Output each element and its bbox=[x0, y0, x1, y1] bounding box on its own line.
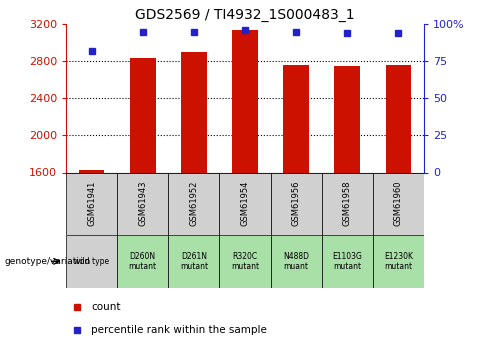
Text: genotype/variation: genotype/variation bbox=[5, 257, 91, 266]
Bar bbox=[169, 172, 220, 235]
Bar bbox=[169, 235, 220, 288]
Bar bbox=[220, 235, 270, 288]
Bar bbox=[66, 235, 117, 288]
Text: D261N
mutant: D261N mutant bbox=[180, 252, 208, 271]
Text: GSM61956: GSM61956 bbox=[292, 181, 300, 226]
Text: GSM61952: GSM61952 bbox=[190, 181, 198, 226]
Text: D260N
mutant: D260N mutant bbox=[129, 252, 157, 271]
Text: E1230K
mutant: E1230K mutant bbox=[384, 252, 413, 271]
Bar bbox=[283, 65, 309, 172]
Text: GSM61943: GSM61943 bbox=[138, 181, 147, 226]
Bar bbox=[373, 235, 424, 288]
Text: GSM61954: GSM61954 bbox=[241, 181, 249, 226]
Text: GSM61958: GSM61958 bbox=[343, 181, 352, 226]
Text: count: count bbox=[91, 302, 121, 312]
Bar bbox=[334, 66, 360, 172]
Text: percentile rank within the sample: percentile rank within the sample bbox=[91, 325, 267, 335]
Bar bbox=[117, 235, 169, 288]
Bar bbox=[232, 30, 258, 172]
Text: N488D
muant: N488D muant bbox=[283, 252, 309, 271]
Title: GDS2569 / TI4932_1S000483_1: GDS2569 / TI4932_1S000483_1 bbox=[135, 8, 355, 22]
Bar bbox=[66, 172, 117, 235]
Bar bbox=[130, 58, 156, 172]
Bar bbox=[181, 52, 207, 172]
Bar bbox=[117, 172, 169, 235]
Text: R320C
mutant: R320C mutant bbox=[231, 252, 259, 271]
Text: GSM61941: GSM61941 bbox=[87, 181, 96, 226]
Bar bbox=[270, 172, 321, 235]
Text: E1103G
mutant: E1103G mutant bbox=[332, 252, 362, 271]
Bar bbox=[373, 172, 424, 235]
Text: wild type: wild type bbox=[74, 257, 109, 266]
Bar bbox=[220, 172, 270, 235]
Bar bbox=[79, 170, 104, 172]
Text: GSM61960: GSM61960 bbox=[394, 181, 403, 226]
Bar bbox=[270, 235, 321, 288]
Bar bbox=[386, 65, 411, 172]
Bar bbox=[321, 172, 373, 235]
Bar bbox=[321, 235, 373, 288]
